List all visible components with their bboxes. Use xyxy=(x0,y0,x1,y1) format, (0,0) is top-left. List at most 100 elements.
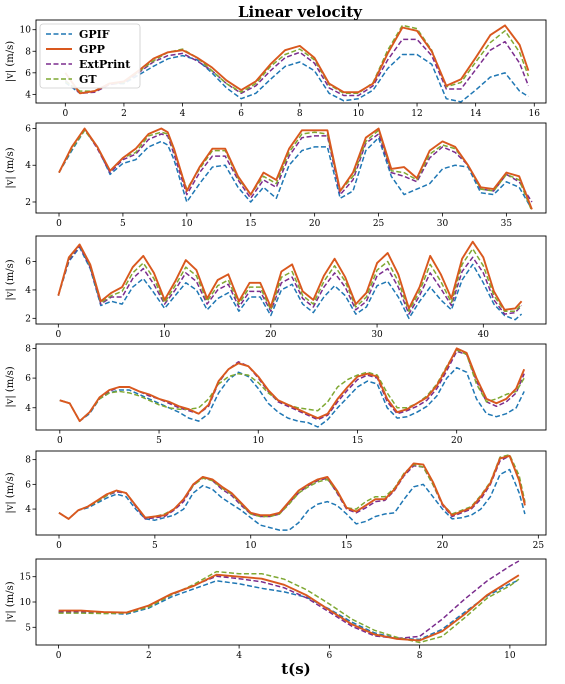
y-tick-label: 4 xyxy=(25,90,31,100)
y-tick-label: 4 xyxy=(25,505,31,515)
y-axis-label: |v| (m/s) xyxy=(5,41,16,82)
x-tick-label: 15 xyxy=(245,219,257,229)
series-line-gpif xyxy=(59,366,525,428)
series-line-gt xyxy=(64,24,530,95)
series-line-extprint xyxy=(58,127,533,203)
series-line-gpp xyxy=(58,573,520,642)
y-axis-label: |v| (m/s) xyxy=(5,366,16,407)
x-tick-label: 4 xyxy=(180,109,186,119)
x-tick-label: 20 xyxy=(437,541,449,551)
panel-1: 0 2 4 6 8 10 12 14 16 4 6 8 10 |v| (m/s) xyxy=(5,19,547,119)
x-tick-label: 0 xyxy=(55,330,61,340)
series-line-gt xyxy=(58,453,526,520)
panel-frame xyxy=(35,122,547,214)
panel-5: 0 5 10 15 20 25 4 6 8 |v| (m/s) xyxy=(5,450,547,551)
x-tick-label: 8 xyxy=(417,651,423,661)
y-axis-label: |v| (m/s) xyxy=(5,472,16,513)
x-axis-label: t(s) xyxy=(281,660,311,678)
x-tick-label: 0 xyxy=(62,109,68,119)
panel-frame xyxy=(35,235,547,325)
legend-label-gpif: GPIF xyxy=(79,28,110,41)
x-tick-label: 10 xyxy=(245,541,257,551)
series-line-extprint xyxy=(57,245,523,315)
series-line-gpp xyxy=(64,24,530,95)
x-tick-label: 20 xyxy=(309,219,321,229)
series-line-gpp xyxy=(59,347,526,423)
x-tick-label: 5 xyxy=(120,219,126,229)
panel-frame xyxy=(35,558,547,646)
y-tick-label: 5 xyxy=(25,623,31,633)
series-line-gpif xyxy=(58,579,520,641)
series-line-gpp xyxy=(58,127,533,210)
legend-label-gpp: GPP xyxy=(79,43,105,56)
x-tick-label: 6 xyxy=(238,109,244,119)
series-line-gpif xyxy=(57,246,523,321)
y-tick-label: 6 xyxy=(25,480,31,490)
x-tick-label: 10 xyxy=(353,109,365,119)
y-tick-label: 10 xyxy=(20,26,32,36)
panel-3: 0 10 20 30 40 2 4 6 |v| (m/s) xyxy=(5,235,547,340)
series-line-extprint xyxy=(58,455,526,520)
x-tick-label: 30 xyxy=(371,330,383,340)
x-tick-label: 2 xyxy=(146,651,152,661)
panel-4: 0 5 10 15 20 4 6 8 |v| (m/s) xyxy=(5,343,547,446)
series-line-gpif xyxy=(58,129,533,210)
y-tick-label: 2 xyxy=(25,314,31,324)
series-line-gpif xyxy=(64,53,529,103)
x-tick-label: 16 xyxy=(529,109,541,119)
y-tick-label: 8 xyxy=(25,456,31,466)
x-tick-label: 8 xyxy=(297,109,303,119)
y-tick-label: 8 xyxy=(25,344,31,354)
x-tick-label: 25 xyxy=(373,219,385,229)
y-tick-label: 15 xyxy=(20,573,32,583)
series-line-gpif xyxy=(58,468,526,531)
x-tick-label: 4 xyxy=(236,651,242,661)
x-tick-label: 25 xyxy=(533,541,545,551)
panel-frame xyxy=(35,450,547,536)
x-tick-label: 40 xyxy=(478,330,490,340)
x-tick-label: 2 xyxy=(121,109,127,119)
x-tick-label: 5 xyxy=(152,541,158,551)
y-tick-label: 4 xyxy=(25,286,31,296)
y-tick-label: 6 xyxy=(25,125,31,135)
x-tick-label: 30 xyxy=(437,219,449,229)
x-tick-label: 35 xyxy=(501,219,513,229)
x-tick-label: 0 xyxy=(56,651,62,661)
x-tick-label: 0 xyxy=(57,436,63,446)
x-tick-label: 6 xyxy=(326,651,332,661)
series-line-gpp xyxy=(58,454,526,520)
legend: GPIF GPP ExtPrint GT xyxy=(39,23,141,89)
x-tick-label: 0 xyxy=(56,219,62,229)
x-tick-label: 10 xyxy=(181,219,193,229)
x-tick-label: 10 xyxy=(504,651,516,661)
x-tick-label: 20 xyxy=(265,330,277,340)
x-tick-label: 14 xyxy=(470,109,482,119)
y-axis-label: |v| (m/s) xyxy=(5,259,16,300)
y-tick-label: 6 xyxy=(25,374,31,384)
x-tick-label: 5 xyxy=(156,436,162,446)
x-tick-label: 0 xyxy=(56,541,62,551)
chart-title: Linear velocity xyxy=(238,3,363,21)
x-tick-label: 20 xyxy=(451,436,463,446)
y-tick-label: 4 xyxy=(25,161,31,171)
y-tick-label: 4 xyxy=(25,404,31,414)
series-line-gt xyxy=(58,570,520,644)
y-tick-label: 10 xyxy=(20,598,32,608)
legend-label-gt: GT xyxy=(79,73,97,86)
y-axis-label: |v| (m/s) xyxy=(5,581,16,622)
series-line-gt xyxy=(58,129,533,212)
y-tick-label: 6 xyxy=(25,258,31,268)
panel-frame xyxy=(35,19,547,104)
y-tick-label: 8 xyxy=(25,47,31,57)
panel-frame xyxy=(35,343,547,431)
series-line-gt xyxy=(59,349,525,422)
series-line-extprint xyxy=(58,560,520,640)
y-axis-label: |v| (m/s) xyxy=(5,147,16,188)
x-tick-label: 10 xyxy=(253,436,265,446)
x-tick-label: 15 xyxy=(352,436,364,446)
y-tick-label: 6 xyxy=(25,69,31,79)
x-tick-label: 12 xyxy=(411,109,422,119)
y-tick-label: 2 xyxy=(25,198,31,208)
x-tick-label: 10 xyxy=(159,330,171,340)
panel-2: 0 5 10 15 20 25 30 35 2 4 6 |v| (m/s) xyxy=(5,122,547,229)
